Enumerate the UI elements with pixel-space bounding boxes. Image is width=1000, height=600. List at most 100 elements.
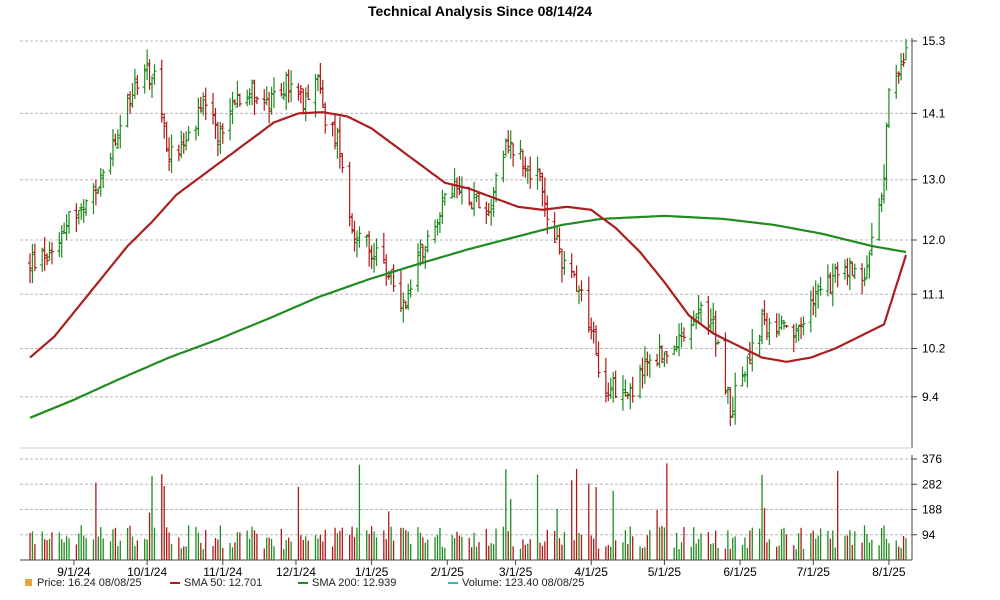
ohlc-bar <box>91 183 96 215</box>
ohlc-bar <box>596 341 601 378</box>
x-tick-label: 12/1/24 <box>276 565 316 579</box>
price-tick-label: 13.0 <box>922 173 946 187</box>
ohlc-bar <box>323 102 328 134</box>
ohlc-bar <box>503 138 508 157</box>
ohlc-bar <box>74 203 79 233</box>
sma-50-line <box>29 111 908 363</box>
ohlc-bar <box>711 302 716 334</box>
legend-label: Price: 16.24 08/08/25 <box>37 577 142 589</box>
ohlc-bar <box>272 77 277 109</box>
ohlc-bar <box>877 198 882 242</box>
ohlc-bar <box>725 386 730 404</box>
ohlc-bar <box>118 115 123 149</box>
ohlc-bar <box>662 351 667 367</box>
ohlc-bar <box>896 71 901 84</box>
ohlc-bar <box>147 59 152 90</box>
ohlc-bar <box>164 121 169 153</box>
ohlc-bar <box>847 257 852 291</box>
x-tick-label: 1/1/25 <box>355 565 389 579</box>
ohlc-bar <box>723 332 728 395</box>
ohlc-bar <box>401 292 406 323</box>
legend-label: SMA 200: 12.939 <box>312 577 396 589</box>
ohlc-bar <box>740 366 745 387</box>
legend-item: Volume: 123.40 08/08/25 <box>448 577 584 589</box>
moving-average-lines <box>29 111 908 419</box>
ohlc-bar <box>708 308 713 333</box>
ohlc-bar <box>254 96 259 105</box>
ohlc-bar <box>774 313 779 338</box>
ohlc-bar <box>159 59 164 123</box>
ohlc-bar <box>64 214 69 241</box>
ohlc-bar <box>262 89 267 111</box>
ohlc-bar <box>625 392 630 400</box>
ohlc-bar <box>132 68 137 100</box>
ohlc-bar <box>32 243 37 272</box>
ohlc-bar <box>408 279 413 298</box>
ohlc-bar <box>818 277 823 296</box>
ohlc-bar <box>845 258 850 286</box>
ohlc-bar <box>228 98 233 141</box>
chart-title: Technical Analysis Since 08/14/24 <box>368 3 592 19</box>
ohlc-bar <box>425 230 430 253</box>
ohlc-bar <box>672 345 677 355</box>
ohlc-bar <box>882 164 887 204</box>
ohlc-bar <box>232 99 237 106</box>
ohlc-bar <box>474 193 479 203</box>
ohlc-bar <box>415 243 420 292</box>
ohlc-bar <box>894 64 899 99</box>
ohlc-bar <box>40 247 45 272</box>
ohlc-bar <box>508 130 513 159</box>
x-tick-label: 4/1/25 <box>575 565 609 579</box>
ohlc-bar <box>128 91 133 114</box>
ohlc-bar <box>67 211 72 234</box>
ohlc-bar <box>450 183 455 199</box>
ohlc-bar <box>472 181 477 217</box>
x-tick-label: 5/1/25 <box>648 565 682 579</box>
legend-item: SMA 50: 12.701 <box>170 577 262 589</box>
ohlc-bar <box>494 172 499 203</box>
ohlc-bar <box>501 150 506 183</box>
ohlc-bar <box>250 79 255 106</box>
ohlc-bar <box>435 218 440 236</box>
ohlc-bar <box>506 130 511 154</box>
ohlc-bar <box>750 328 755 372</box>
ohlc-bar <box>484 201 489 225</box>
ohlc-bar <box>281 81 286 101</box>
ohlc-bar <box>864 255 869 280</box>
ohlc-bar <box>647 354 652 378</box>
ohlc-bar <box>301 88 306 115</box>
ohlc-bar <box>594 325 599 356</box>
x-tick-label: 8/1/25 <box>872 565 906 579</box>
ohlc-bar <box>904 38 908 61</box>
ohlc-bar <box>279 83 284 97</box>
ohlc-bar <box>59 225 64 258</box>
ohlc-bar <box>489 198 494 226</box>
ohlc-bar <box>677 323 682 357</box>
ohlc-bar <box>638 364 643 399</box>
ohlc-bar <box>176 144 181 162</box>
ohlc-bar <box>850 261 855 276</box>
ohlc-bar <box>391 264 396 292</box>
ohlc-bar <box>93 179 98 206</box>
ohlc-bar <box>298 84 303 104</box>
ohlc-bar <box>842 259 847 280</box>
volume-tick-label: 376 <box>922 452 942 466</box>
ohlc-bar <box>150 75 155 98</box>
ohlc-bar <box>247 88 252 105</box>
ohlc-bar <box>760 308 765 345</box>
ohlc-bar <box>218 121 223 154</box>
ohlc-bar <box>110 129 115 167</box>
ohlc-bar <box>733 372 738 425</box>
ohlc-bar <box>491 187 496 217</box>
ohlc-bar <box>664 351 669 364</box>
ohlc-bar <box>335 127 340 159</box>
ohlc-bar <box>794 323 799 343</box>
ohlc-bar <box>511 143 516 167</box>
ohlc-bar <box>169 134 174 174</box>
ohlc-bar <box>357 226 362 248</box>
ohlc-bar <box>901 52 906 67</box>
ohlc-bar <box>537 168 542 182</box>
ohlc-bar <box>657 334 662 368</box>
ohlc-bar <box>611 371 616 403</box>
